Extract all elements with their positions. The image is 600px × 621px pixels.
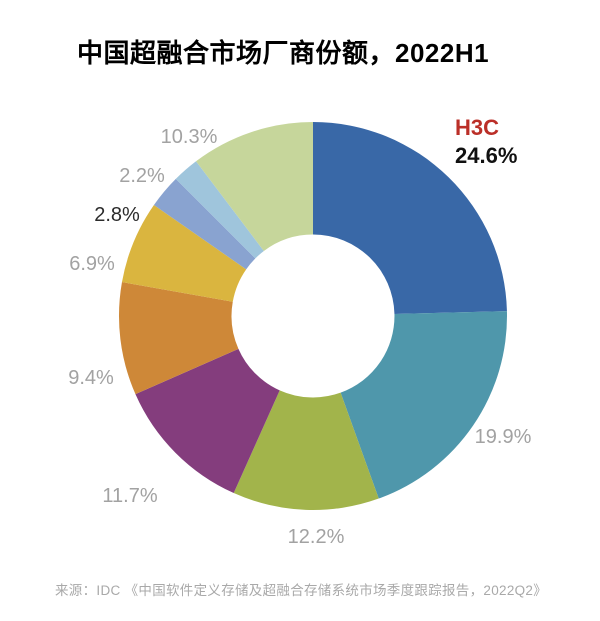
slice-label-2.8pct: 2.8% [94, 204, 140, 226]
donut-slice-H3C [313, 122, 507, 314]
slice-label-19.9pct: 19.9% [474, 426, 532, 448]
donut-slice-2.8 [153, 178, 256, 270]
donut-slice-6.9 [121, 204, 247, 302]
slice-label-24.6pct: 24.6% [455, 143, 518, 168]
slice-label-9.4pct: 9.4% [68, 367, 114, 389]
donut-slice-12.2 [233, 390, 379, 510]
slice-label-6.9pct: 6.9% [69, 253, 115, 275]
donut-slice-19.9 [340, 311, 508, 499]
slice-label-11.7pct: 11.7% [102, 485, 158, 507]
donut-slice-10.3 [196, 122, 313, 251]
slice-label-H3C: H3C [455, 115, 500, 140]
chart-title: 中国超融合市场厂商份额，2022H1 [77, 38, 490, 68]
source-note: 来源：IDC 《中国软件定义存储及超融合存储系统市场季度跟踪报告，2022Q2》 [55, 583, 548, 598]
donut-slice-9.4 [118, 282, 239, 395]
donut-slice-11.7 [135, 348, 280, 494]
slice-label-12.2pct: 12.2% [287, 526, 345, 548]
slice-label-2.2pct: 2.2% [119, 165, 165, 187]
slice-label-10.3pct: 10.3% [160, 126, 218, 148]
donut-slice-2.2 [175, 161, 264, 259]
